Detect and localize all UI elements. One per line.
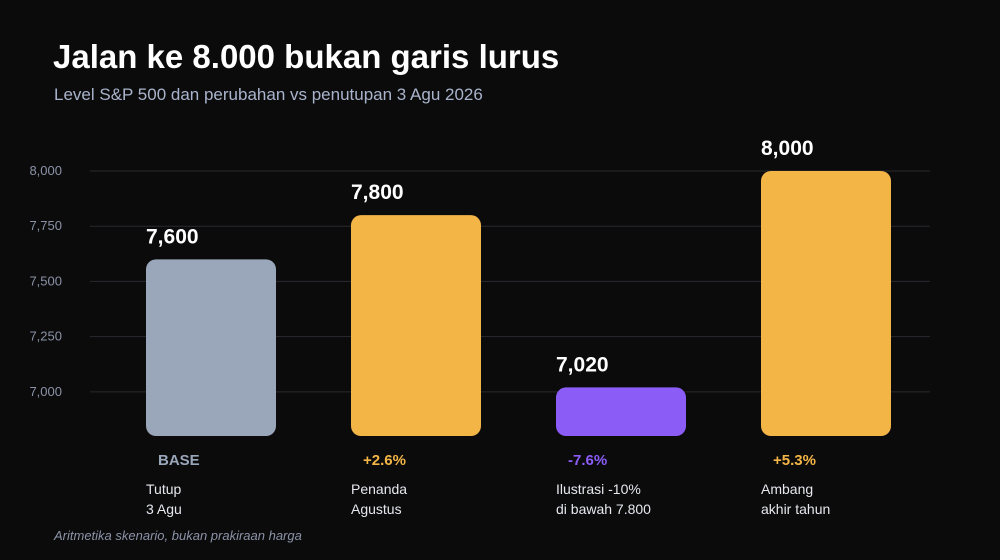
category-label: di bawah 7.800 [556,501,651,517]
category-label: Ambang [761,481,813,497]
bar [556,387,686,436]
category-label: Ilustrasi -10% [556,481,641,497]
change-label: -7.6% [568,452,607,469]
category-label: Penanda [351,481,407,497]
y-tick-label: 7,250 [29,329,62,344]
footnote: Aritmetika skenario, bukan prakiraan har… [54,528,302,543]
y-tick-label: 7,000 [29,384,62,399]
change-label: +5.3% [773,452,816,469]
change-label: +2.6% [363,452,406,469]
value-label: 7,800 [351,181,404,204]
y-tick-label: 7,750 [29,218,62,233]
value-label: 7,600 [146,225,199,248]
bar [351,215,481,436]
category-label: 3 Agu [146,501,182,517]
category-label: Tutup [146,481,181,497]
y-tick-label: 7,500 [29,273,62,288]
y-tick-label: 8,000 [29,163,62,178]
value-label: 8,000 [761,137,814,160]
category-label: Agustus [351,501,402,517]
value-label: 7,020 [556,353,609,376]
chart-title: Jalan ke 8.000 bukan garis lurus [53,38,560,75]
bar-layer [146,171,891,436]
category-label: akhir tahun [761,501,830,517]
change-label: BASE [158,452,200,469]
chart-subtitle: Level S&P 500 dan perubahan vs penutupan… [54,85,483,104]
label-layer: 7,000 7,250 7,500 7,750 8,000 7,600 BASE Tutup 3… [29,137,830,517]
bar [146,259,276,436]
bar [761,171,891,436]
